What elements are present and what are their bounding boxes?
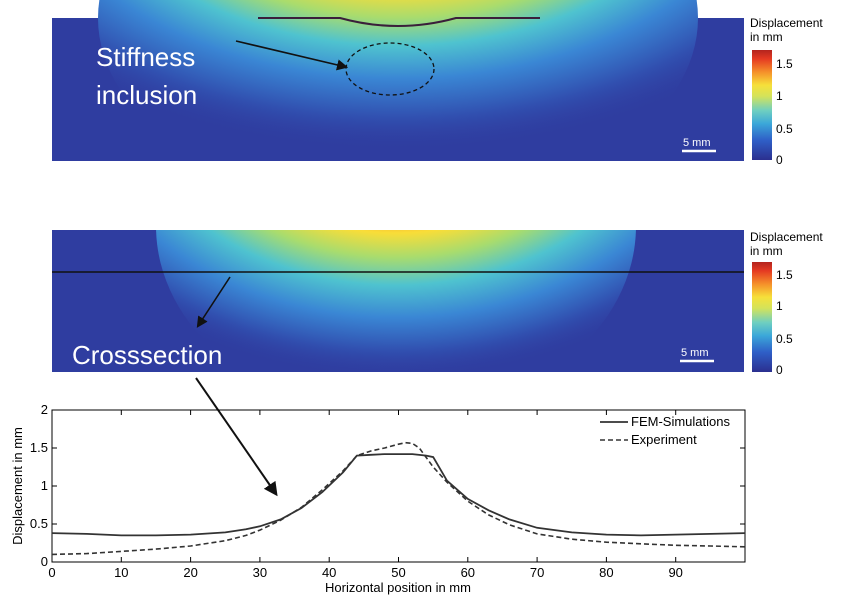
annotation-crosssection: Crosssection	[72, 340, 222, 370]
top-scale-bar: 5 mm	[682, 137, 716, 153]
legend-label-experiment: Experiment	[631, 432, 697, 447]
middle-map-field	[156, 230, 636, 372]
x-tick-label: 40	[322, 565, 336, 580]
middle-displacement-map: Crosssection 5 mm	[52, 230, 744, 372]
middle-scale-bar: 5 mm	[680, 347, 714, 363]
y-tick-label: 1	[41, 478, 48, 493]
x-tick-label: 0	[48, 565, 55, 580]
annotation-stiffness: Stiffness	[96, 42, 195, 72]
series-line-experiment	[51, 441, 746, 556]
chart-legend: FEM-Simulations Experiment	[600, 414, 730, 447]
top-colorbar: Displacement in mm 1.5 1 0.5 0	[750, 16, 823, 167]
inclusion-arrow	[235, 40, 349, 71]
x-tick-label: 90	[668, 565, 682, 580]
y-tick-label: 0	[41, 554, 48, 569]
legend-label-fem: FEM-Simulations	[631, 414, 730, 429]
x-tick-label: 20	[183, 565, 197, 580]
x-tick-label: 70	[530, 565, 544, 580]
top-colorbar-title-1: Displacement	[750, 16, 823, 30]
displacement-line-chart: 0 10 20 30 40 50 60 70 80 90 0 0.5 1 1.5 2 Horizontal …	[10, 402, 746, 595]
middle-cb-tick-0.5: 0.5	[776, 332, 793, 346]
y-tick-label: 2	[41, 402, 48, 417]
y-tick-label: 0.5	[30, 516, 48, 531]
top-colorbar-gradient	[752, 50, 772, 160]
top-map-field	[98, 0, 698, 208]
x-tick-label: 50	[391, 565, 405, 580]
top-cb-tick-0.5: 0.5	[776, 122, 793, 136]
crosssection-to-plot-arrow	[195, 377, 278, 497]
crosssection-arrow-short	[196, 276, 231, 328]
top-cb-tick-1: 1	[776, 89, 783, 103]
svg-text:5 mm: 5 mm	[683, 137, 711, 149]
middle-colorbar: Displacement in mm 1.5 1 0.5 0	[750, 230, 823, 377]
x-tick-label: 10	[114, 565, 128, 580]
series-line-fem-simulations	[51, 453, 746, 537]
top-displacement-map: Stiffness inclusion 5 mm	[52, 0, 744, 208]
x-tick-label: 80	[599, 565, 613, 580]
x-axis-label: Horizontal position in mm	[325, 580, 471, 595]
middle-colorbar-title-2: in mm	[750, 244, 783, 258]
annotation-inclusion: inclusion	[96, 80, 197, 110]
middle-cb-tick-1: 1	[776, 299, 783, 313]
y-tick-label: 1.5	[30, 440, 48, 455]
middle-cb-tick-1.5: 1.5	[776, 268, 793, 282]
chart-series	[51, 441, 746, 556]
top-map-indentation	[258, 17, 540, 27]
top-colorbar-title-2: in mm	[750, 30, 783, 44]
middle-colorbar-title-1: Displacement	[750, 230, 823, 244]
top-cb-tick-1.5: 1.5	[776, 57, 793, 71]
chart-ticks: 0 10 20 30 40 50 60 70 80 90 0 0.5 1 1.5 2	[30, 402, 745, 580]
svg-text:5 mm: 5 mm	[681, 347, 709, 359]
y-axis-label: Displacement in mm	[10, 427, 25, 545]
x-tick-label: 30	[253, 565, 267, 580]
stiffness-inclusion-outline	[345, 42, 435, 96]
top-cb-tick-0: 0	[776, 153, 783, 167]
middle-colorbar-gradient	[752, 262, 772, 372]
middle-cb-tick-0: 0	[776, 363, 783, 377]
x-tick-label: 60	[461, 565, 475, 580]
